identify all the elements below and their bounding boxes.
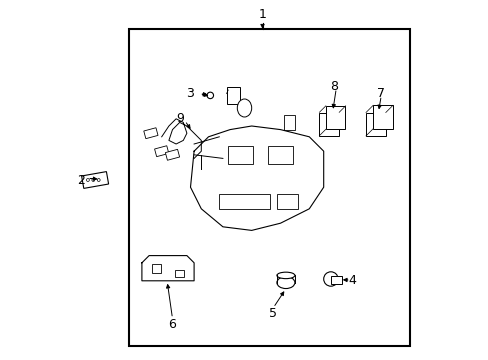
Bar [228, 146, 253, 164]
Bar [165, 149, 179, 160]
Ellipse shape [92, 179, 95, 181]
Bar [325, 106, 345, 130]
Bar [284, 115, 294, 130]
Text: 5: 5 [269, 307, 277, 320]
Text: 7: 7 [377, 87, 385, 100]
Bar [151, 264, 161, 273]
Bar [372, 105, 392, 129]
Text: 2: 2 [77, 174, 84, 186]
Bar [175, 270, 184, 277]
Ellipse shape [206, 92, 213, 99]
Bar [227, 87, 240, 104]
Ellipse shape [86, 179, 89, 181]
Bar [276, 194, 298, 209]
Text: 3: 3 [186, 87, 194, 100]
Bar [319, 112, 338, 136]
Text: 9: 9 [175, 112, 183, 125]
Bar [365, 112, 385, 136]
Bar [154, 146, 168, 157]
Bar [219, 194, 269, 209]
Bar [267, 146, 292, 164]
Ellipse shape [276, 276, 294, 289]
Bar [330, 276, 341, 284]
Ellipse shape [276, 272, 294, 279]
Bar [81, 172, 108, 188]
Text: 6: 6 [168, 318, 176, 330]
Ellipse shape [323, 272, 337, 286]
Ellipse shape [237, 99, 251, 117]
Bar [143, 128, 158, 139]
Ellipse shape [97, 179, 100, 181]
Text: 8: 8 [330, 80, 338, 93]
Text: 1: 1 [258, 8, 266, 21]
Bar [129, 29, 409, 346]
Text: 4: 4 [348, 274, 356, 287]
